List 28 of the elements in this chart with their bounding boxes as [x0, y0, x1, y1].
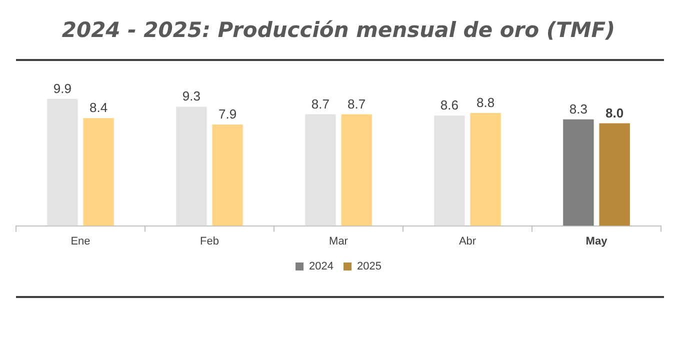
bar [305, 114, 336, 226]
bar [563, 119, 594, 226]
x-tick-label: Abr [458, 235, 476, 248]
data-label: 8.3 [569, 102, 588, 116]
x-tick-label: Mar [329, 235, 348, 248]
data-label: 8.8 [476, 95, 495, 110]
bar [212, 124, 243, 226]
data-label: 8.4 [90, 100, 108, 116]
data-label: 7.9 [218, 106, 237, 122]
data-label: 8.6 [440, 98, 458, 113]
data-label: 8.7 [348, 96, 366, 112]
data-label: 9.9 [53, 80, 72, 96]
data-label: 9.3 [182, 88, 200, 104]
x-tick-label: Ene [70, 235, 90, 248]
bar [599, 123, 630, 226]
bar [341, 114, 372, 226]
x-tick-label: May [586, 235, 608, 248]
bar [434, 116, 465, 226]
bar [83, 118, 114, 226]
legend-label: 2024 [309, 260, 334, 273]
data-label: 8.0 [606, 105, 624, 120]
bar [47, 98, 78, 226]
x-tick-label: Feb [200, 235, 219, 248]
legend-label: 2025 [357, 260, 382, 273]
bar [470, 113, 501, 226]
chart-title: 2024 - 2025: Producción mensual de oro (TMF) [60, 18, 616, 42]
data-label: 8.7 [311, 96, 330, 112]
bar [176, 106, 207, 226]
